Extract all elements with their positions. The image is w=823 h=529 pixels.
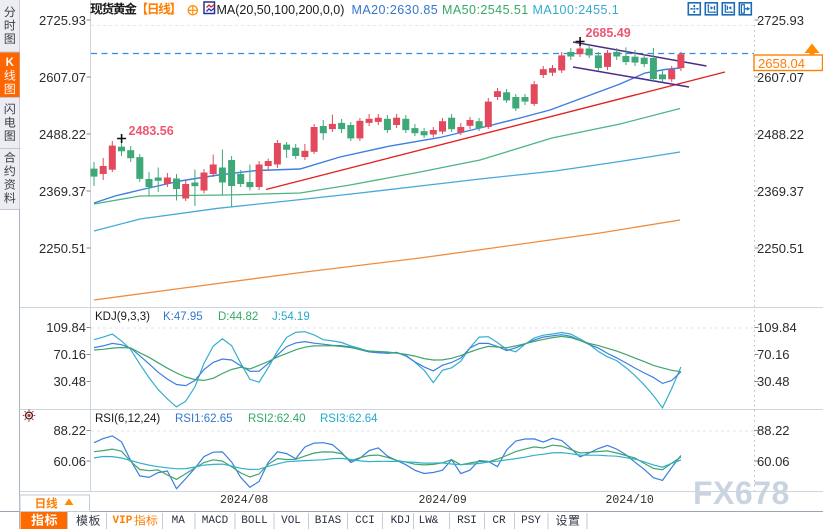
svg-text:K: K bbox=[6, 57, 15, 69]
